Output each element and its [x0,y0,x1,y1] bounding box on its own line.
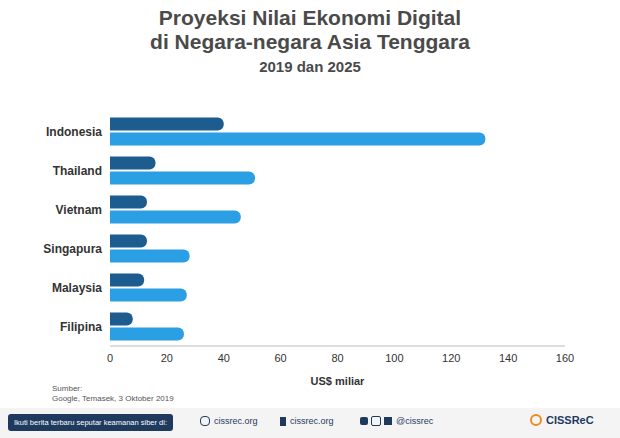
html-text:Ikuti berita terbaru seputar k: Ikuti berita terbaru seputar keamanan si… [14,418,167,427]
svg-text:Vietnam: Vietnam [56,203,102,217]
svg-text:40: 40 [218,352,230,364]
svg-text:60: 60 [275,352,287,364]
svg-text:Singapura: Singapura [43,242,102,256]
html-text:Google, Temasek, 3 Oktober 201: Google, Temasek, 3 Oktober 2019 [52,394,174,403]
html-text:Sumber:: Sumber: [52,384,83,393]
html-text:CISSReC: CISSReC [546,414,594,426]
svg-text:80: 80 [331,352,343,364]
svg-text:120: 120 [442,352,460,364]
html-text:2019 dan 2025: 2019 dan 2025 [259,58,361,75]
svg-text:0: 0 [107,352,113,364]
svg-text:Indonesia: Indonesia [46,125,102,139]
html-text:cissrec.org: cissrec.org [214,416,258,426]
svg-text:Filipina: Filipina [60,320,102,334]
html-text:di Negara-negara Asia Tenggara: di Negara-negara Asia Tenggara [150,30,470,53]
html-text:cissrec.org: cissrec.org [290,416,334,426]
html-text:Proyeksi Nilai Ekonomi Digital: Proyeksi Nilai Ekonomi Digital [158,6,462,29]
svg-text:Thailand: Thailand [53,164,102,178]
svg-text:140: 140 [499,352,517,364]
html-text:@cissrec: @cissrec [396,416,434,426]
svg-text:US$ miliar: US$ miliar [311,375,366,387]
svg-text:Malaysia: Malaysia [52,281,102,295]
svg-text:100: 100 [385,352,403,364]
svg-text:20: 20 [161,352,173,364]
svg-text:160: 160 [556,352,574,364]
